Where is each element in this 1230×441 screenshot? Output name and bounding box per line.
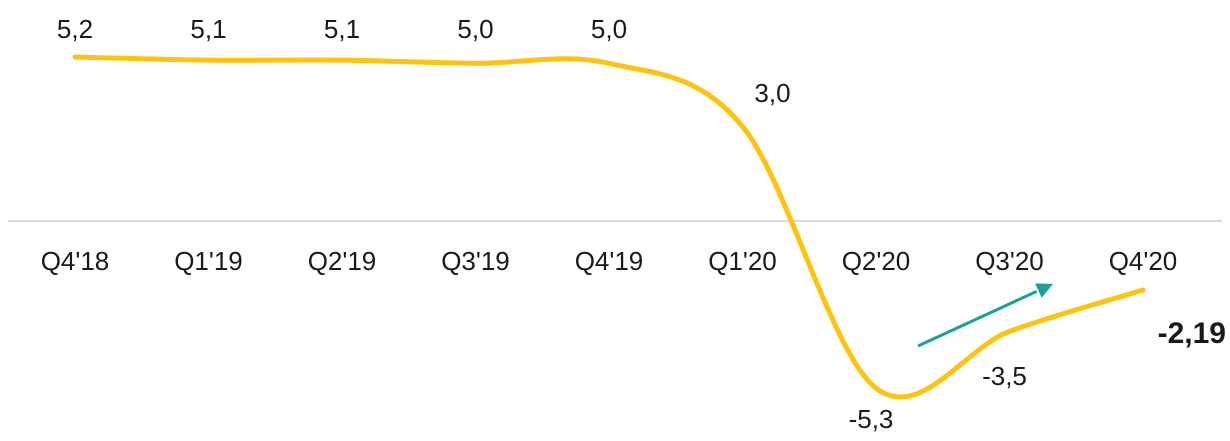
data-label: 5,2 bbox=[57, 14, 93, 44]
data-label: 3,0 bbox=[754, 78, 790, 108]
arrow-up-right-icon bbox=[917, 283, 1054, 348]
x-tick-label: Q3'19 bbox=[441, 246, 510, 276]
series-line bbox=[72, 54, 1146, 400]
x-tick-label: Q1'20 bbox=[708, 246, 777, 276]
trend-arrow-head bbox=[1035, 283, 1054, 298]
x-axis-ticks: Q4'18 Q1'19 Q2'19 Q3'19 Q4'19 Q1'20 Q2'20 Q3'20… bbox=[41, 246, 1178, 276]
data-label: 5,0 bbox=[457, 14, 493, 44]
x-tick-label: Q3'20 bbox=[975, 246, 1044, 276]
data-label: 5,0 bbox=[591, 14, 627, 44]
x-tick-label: Q2'20 bbox=[842, 246, 911, 276]
latest-value-label: -2,19 bbox=[1158, 317, 1226, 350]
x-tick-label: Q2'19 bbox=[308, 246, 377, 276]
trend-arrow-shaft bbox=[917, 289, 1038, 348]
data-label: 5,1 bbox=[324, 14, 360, 44]
x-tick-label: Q1'19 bbox=[174, 246, 243, 276]
data-label: -5,3 bbox=[849, 404, 894, 434]
data-label: 5,1 bbox=[190, 14, 226, 44]
x-tick-label: Q4'18 bbox=[41, 246, 110, 276]
x-tick-label: Q4'19 bbox=[575, 246, 644, 276]
x-tick-label: Q4'20 bbox=[1109, 246, 1178, 276]
data-label: -3,5 bbox=[982, 361, 1027, 391]
data-labels: 5,2 5,1 5,1 5,0 5,0 3,0 -5,3 -3,5 -2,19 bbox=[57, 14, 1226, 434]
